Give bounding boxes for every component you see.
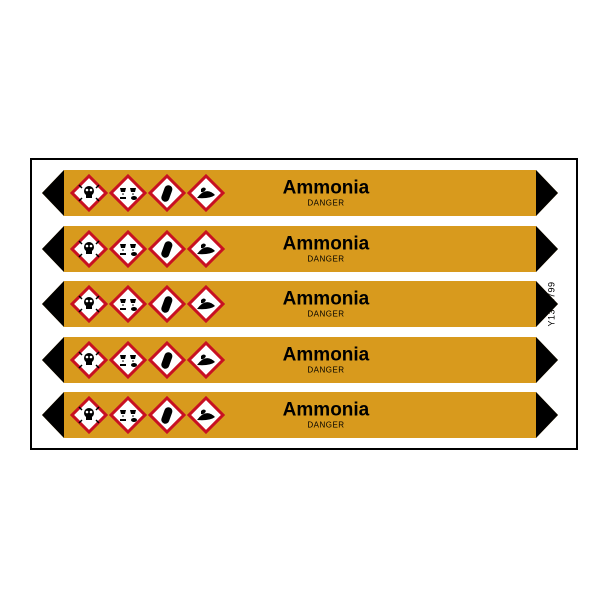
skull-icon: [70, 396, 108, 434]
marker-band: AmmoniaDANGER: [64, 337, 536, 383]
environment-icon: [187, 230, 225, 268]
signal-word: DANGER: [283, 365, 370, 374]
marker-text: AmmoniaDANGER: [283, 401, 370, 430]
signal-word: DANGER: [283, 310, 370, 319]
arrow-right-icon: [536, 392, 558, 438]
corrosion-icon: [109, 285, 147, 323]
marker-text: AmmoniaDANGER: [283, 345, 370, 374]
gas-cylinder-icon: [148, 396, 186, 434]
hazard-pictogram-row: [70, 341, 225, 379]
substance-name: Ammonia: [283, 345, 370, 364]
environment-icon: [187, 341, 225, 379]
signal-word: DANGER: [283, 254, 370, 263]
substance-name: Ammonia: [283, 179, 370, 198]
environment-icon: [187, 396, 225, 434]
pipe-marker: AmmoniaDANGER: [42, 337, 558, 383]
marker-band: AmmoniaDANGER: [64, 392, 536, 438]
gas-cylinder-icon: [148, 341, 186, 379]
arrow-left-icon: [42, 281, 64, 327]
marker-text: AmmoniaDANGER: [283, 290, 370, 319]
hazard-pictogram-row: [70, 396, 225, 434]
environment-icon: [187, 174, 225, 212]
arrow-right-icon: [536, 337, 558, 383]
marker-text: AmmoniaDANGER: [283, 179, 370, 208]
substance-name: Ammonia: [283, 290, 370, 309]
corrosion-icon: [109, 341, 147, 379]
marker-band: AmmoniaDANGER: [64, 170, 536, 216]
environment-icon: [187, 285, 225, 323]
gas-cylinder-icon: [148, 174, 186, 212]
arrow-right-icon: [536, 170, 558, 216]
skull-icon: [70, 285, 108, 323]
signal-word: DANGER: [283, 199, 370, 208]
arrow-right-icon: [536, 281, 558, 327]
signal-word: DANGER: [283, 421, 370, 430]
arrow-left-icon: [42, 226, 64, 272]
skull-icon: [70, 341, 108, 379]
pipe-marker: AmmoniaDANGER: [42, 170, 558, 216]
gas-cylinder-icon: [148, 285, 186, 323]
corrosion-icon: [109, 396, 147, 434]
hazard-pictogram-row: [70, 174, 225, 212]
substance-name: Ammonia: [283, 234, 370, 253]
marker-text: AmmoniaDANGER: [283, 234, 370, 263]
marker-band: AmmoniaDANGER: [64, 281, 536, 327]
hazard-pictogram-row: [70, 285, 225, 323]
substance-name: Ammonia: [283, 401, 370, 420]
arrow-left-icon: [42, 392, 64, 438]
arrow-left-icon: [42, 337, 64, 383]
marker-band: AmmoniaDANGER: [64, 226, 536, 272]
skull-icon: [70, 174, 108, 212]
corrosion-icon: [109, 230, 147, 268]
corrosion-icon: [109, 174, 147, 212]
skull-icon: [70, 230, 108, 268]
pipe-marker: AmmoniaDANGER: [42, 226, 558, 272]
arrow-left-icon: [42, 170, 64, 216]
hazard-pictogram-row: [70, 230, 225, 268]
arrow-right-icon: [536, 226, 558, 272]
label-sheet: Y1378799 AmmoniaDANGER: [30, 158, 578, 450]
pipe-marker: AmmoniaDANGER: [42, 392, 558, 438]
pipe-marker: AmmoniaDANGER: [42, 281, 558, 327]
gas-cylinder-icon: [148, 230, 186, 268]
